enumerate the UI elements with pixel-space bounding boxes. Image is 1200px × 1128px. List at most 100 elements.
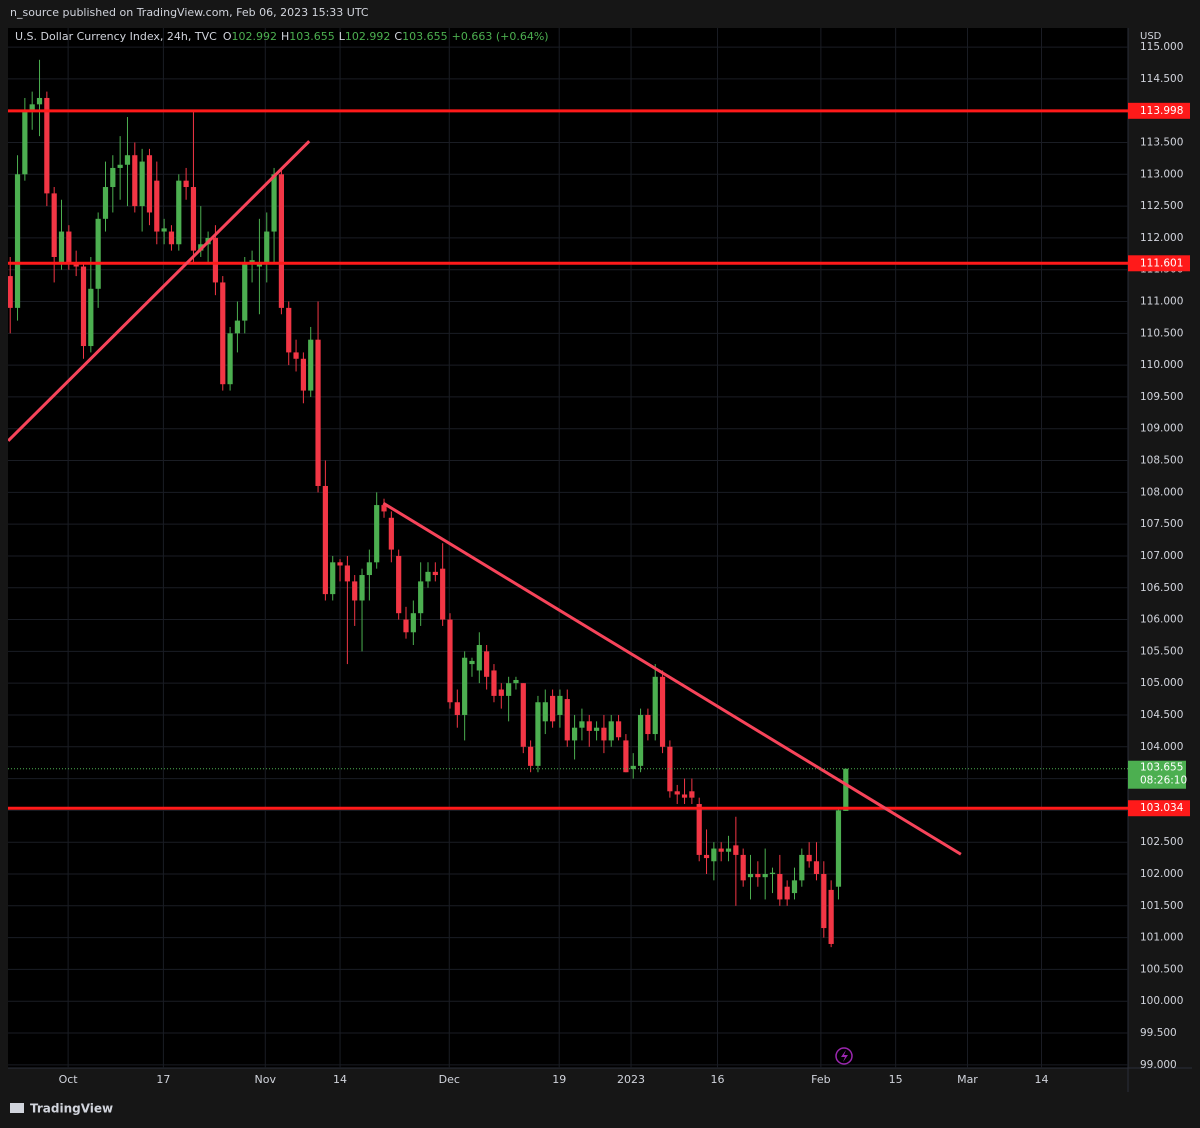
candle-body (769, 872, 776, 874)
y-tick-label: 102.500 (1140, 836, 1183, 848)
candle-body (146, 155, 153, 213)
candle-body (374, 505, 380, 563)
candle-body (8, 276, 13, 308)
y-tick-label: 101.000 (1140, 932, 1183, 944)
legend-key: O (223, 30, 232, 43)
y-tick-label: 104.000 (1140, 741, 1183, 753)
candle-body (124, 155, 131, 165)
candle-body (542, 702, 548, 722)
y-tick-label: 106.000 (1140, 614, 1183, 626)
candle-body (366, 562, 372, 576)
candle-body (286, 307, 292, 353)
x-tick-label: Nov (255, 1073, 277, 1086)
candle-body (330, 562, 336, 595)
last-price-box (1128, 760, 1186, 789)
candle-body (44, 97, 50, 194)
y-tick-label: 104.500 (1140, 709, 1183, 721)
candle-body (777, 873, 783, 900)
candle-body (293, 352, 299, 359)
y-tick-label: 109.000 (1140, 423, 1183, 435)
y-tick-label: 113.000 (1140, 168, 1183, 180)
candle-body (637, 714, 644, 766)
y-tick-label: 109.500 (1140, 391, 1183, 403)
x-tick-label: 14 (1035, 1073, 1049, 1086)
legend-title: U.S. Dollar Currency Index, 24h, TVC (15, 30, 217, 43)
candle-body (396, 555, 402, 614)
candle-body (29, 104, 35, 111)
candle-body (667, 746, 673, 792)
candle-body (557, 695, 563, 715)
candle-body (484, 651, 490, 677)
candle-body (623, 740, 629, 773)
level-label: 113.998 (1140, 105, 1183, 117)
candle-body (462, 657, 468, 715)
candle-body (51, 193, 57, 257)
candle-body (806, 854, 812, 862)
x-tick-label: 2023 (617, 1073, 645, 1086)
countdown: 08:26:10 (1140, 775, 1187, 787)
candle-body (476, 645, 482, 671)
candle-body (36, 97, 43, 105)
x-tick-label: 19 (552, 1073, 566, 1086)
candle-body (799, 854, 805, 881)
candle-body (689, 791, 695, 798)
y-tick-label: 112.500 (1140, 200, 1183, 212)
y-tick-label: 105.000 (1140, 677, 1183, 689)
candle-body (718, 848, 724, 852)
candle-body (696, 804, 702, 855)
level-label-box (1128, 800, 1190, 817)
trend-line (382, 501, 962, 856)
legend-value: 103.655 (402, 30, 448, 43)
candle-body (183, 180, 189, 188)
event-bolt (841, 1050, 848, 1062)
y-tick-label: 113.500 (1140, 136, 1183, 148)
currency: USD (1140, 31, 1162, 42)
candle-body (410, 613, 416, 633)
candle-body (491, 670, 497, 696)
candle-body (66, 231, 72, 264)
y-tick-label: 105.500 (1140, 645, 1183, 657)
trend-line (8, 140, 311, 442)
candle-body (513, 679, 519, 684)
candle-body (528, 746, 534, 766)
level-label-box (1128, 255, 1190, 272)
series (8, 59, 1128, 948)
candle-body (337, 562, 343, 566)
candle-body (425, 571, 431, 582)
candle-body (843, 768, 849, 811)
y-tick-label: 107.500 (1140, 518, 1183, 530)
plot-area (8, 28, 1128, 1068)
candle-body (645, 714, 651, 735)
level-label: 103.034 (1140, 802, 1184, 814)
candle-body (139, 161, 145, 207)
candle-body (117, 164, 123, 168)
candle-body (58, 231, 65, 264)
candle-body (234, 320, 241, 334)
candle-body (352, 581, 358, 601)
candle-body (652, 676, 658, 735)
candle-body (132, 155, 138, 207)
candle-body (315, 339, 321, 486)
candle-body (813, 861, 820, 874)
candle-body (703, 854, 710, 859)
candle-body (755, 873, 761, 878)
y-tick-label: 106.500 (1140, 582, 1183, 594)
candle-body (733, 845, 739, 855)
candle-body (73, 263, 79, 267)
candle-body (498, 689, 504, 696)
legend-key: L (339, 30, 346, 43)
last-price-label: 103.655 (1140, 762, 1183, 774)
candle-body (381, 505, 387, 512)
candle-body (102, 187, 109, 219)
candle-body (440, 568, 446, 620)
event-icon[interactable] (835, 1047, 853, 1065)
candle-body (791, 880, 798, 894)
candle-body (308, 339, 314, 391)
y-tick-label: 111.000 (1140, 296, 1183, 308)
candle-body (711, 848, 717, 862)
y-tick-label: 110.000 (1140, 359, 1183, 371)
y-tick-label: 114.500 (1140, 73, 1183, 85)
candle-body (762, 873, 768, 878)
